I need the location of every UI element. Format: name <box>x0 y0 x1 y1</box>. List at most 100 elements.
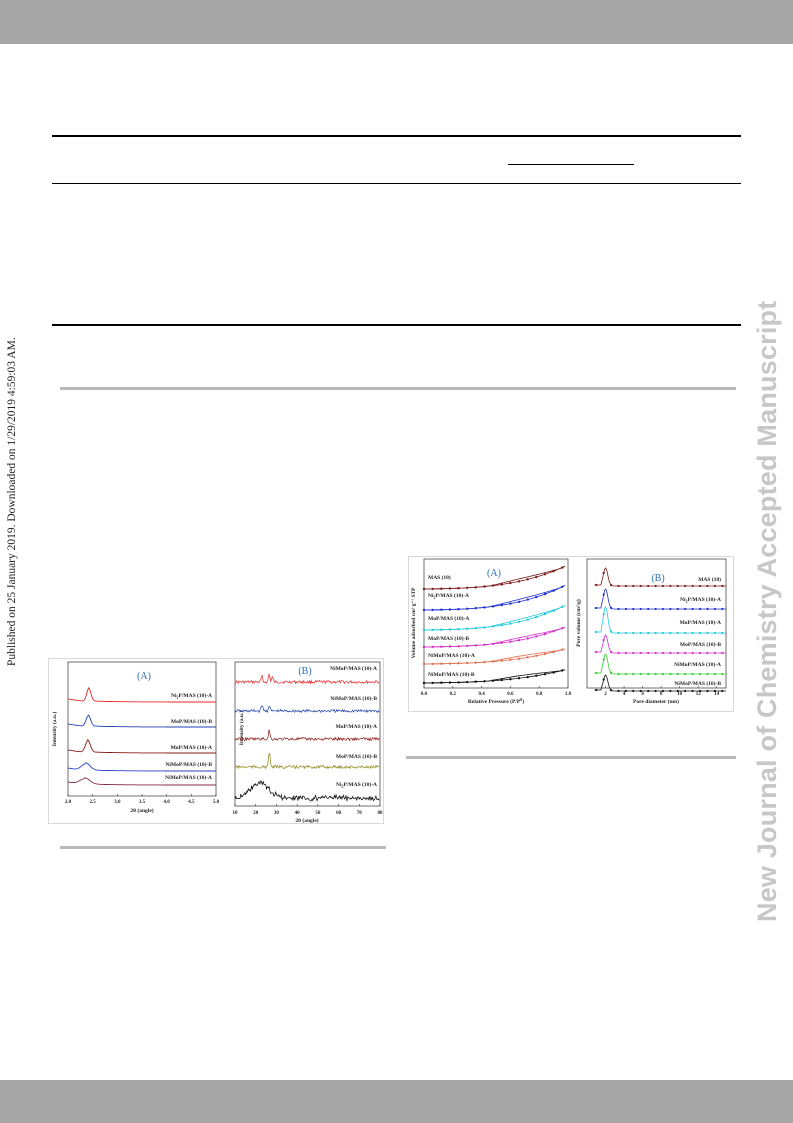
bet-a-xtick-label: 0.2 <box>450 692 457 697</box>
bet-b-point <box>639 689 642 693</box>
bet-a-point <box>422 628 426 632</box>
bet-a-point <box>509 678 512 681</box>
xrd-b-series-line <box>234 780 380 802</box>
bet-b-point <box>639 651 642 655</box>
bet-b-series-label: MoP/MAS (10)-A <box>680 619 721 626</box>
xrd-b-series-label-main: Ni <box>336 782 342 788</box>
bet-b-point <box>602 678 605 681</box>
bet-a-point <box>422 587 426 591</box>
xrd-b-series-label: NiMoP/MAS (10)-B <box>330 695 377 702</box>
bet-a-point <box>526 656 529 659</box>
bet-b-point <box>713 584 716 588</box>
xrd-b-xtick-label: 60 <box>336 811 342 816</box>
bet-a-point <box>535 654 538 657</box>
bet-b-point <box>632 689 635 693</box>
published-note: Published on 25 January 2019. Downloaded… <box>6 337 18 666</box>
bet-a-point <box>448 645 452 648</box>
bet-a-ylabel: Volume adsorbed cm³ g⁻¹ STP <box>411 587 417 659</box>
bet-a-point <box>440 662 443 665</box>
bet-a-point <box>431 681 434 685</box>
bet-a-point <box>561 585 564 588</box>
bet-b-point <box>669 651 672 655</box>
xrd-a-xtick-label: 2.5 <box>90 800 97 805</box>
bet-a-xtick-label: 0.6 <box>507 692 514 697</box>
bet-b-point <box>632 584 635 588</box>
bet-b-point <box>602 593 605 596</box>
bet-a-point <box>448 608 452 611</box>
bet-b-point <box>669 631 672 635</box>
bet-b-axes-frame <box>586 558 727 689</box>
xrd-b-series-label: Ni2P/MAS (10)-A <box>336 781 377 789</box>
xrd-a-series-label-rest: P/MAS (10)-A <box>179 692 212 699</box>
xrd-a-xtick-label: 4.5 <box>188 800 195 805</box>
bet-b-point <box>721 651 724 655</box>
bet-a-point <box>500 623 503 627</box>
bet-b-point <box>654 607 657 611</box>
bet-a-panel-label: (A) <box>487 568 501 579</box>
bet-a-point <box>440 681 443 684</box>
bet-b-ylabel: Pore volume (cm³/g) <box>575 599 582 647</box>
xrd-a-series-line <box>67 686 216 703</box>
bet-a-point <box>561 627 564 630</box>
bet-a-point <box>535 635 538 638</box>
xrd-b-xlabel: 2θ (angle) <box>295 817 318 824</box>
xrd-b-series-label: NiMoP/MAS (10)-A <box>330 665 377 672</box>
xrd-b-xtick-label: 10 <box>233 811 239 816</box>
bet-b-series-label-sub: 2 <box>686 599 688 604</box>
xrd-b-series-line <box>234 729 380 742</box>
xrd-b-series-label-rest: P/MAS (10)-A <box>344 781 377 788</box>
xrd-b-xtick-label: 80 <box>378 811 384 816</box>
bet-a-point <box>500 583 503 586</box>
bet-b-point <box>676 689 679 693</box>
xrd-b-xtick-label: 40 <box>295 811 301 816</box>
bet-a-point <box>440 608 443 611</box>
bet-a-series-label-main: NiMoP/MAS (10)-B <box>428 671 475 678</box>
bet-a-point <box>431 587 434 591</box>
bet-b-series-label: MoP/MAS (10)-B <box>680 641 721 648</box>
bet-a-axes-frame <box>423 558 569 689</box>
bet-b-point <box>669 607 672 611</box>
bet-b-point <box>669 584 672 588</box>
bet-a-point <box>483 585 486 588</box>
xrd-a-series-label: MoP/MAS (10)-B <box>171 718 212 725</box>
bet-a-point <box>422 645 426 649</box>
bet-a-series-label-main: MoP/MAS (10)-A <box>428 615 469 622</box>
bet-a-series-label-rest: P/MAS (10)-A <box>436 592 469 599</box>
bet-a-point <box>509 658 512 661</box>
bet-b-xlabel: Pore diameter (nm) <box>633 698 679 705</box>
bet-b-point <box>669 672 672 676</box>
xrd-a-ylabel: Intensity (a.u.) <box>51 712 58 747</box>
bet-b-point <box>647 651 650 655</box>
bet-a-point <box>561 648 564 651</box>
bet-a-point <box>491 679 495 682</box>
bet-a-point <box>500 603 503 607</box>
bet-b-point <box>602 658 605 661</box>
xrd-b-series-line <box>234 705 380 714</box>
table-subheader-rule <box>508 164 634 165</box>
bet-b-point <box>691 651 694 655</box>
xrd-a-xtick-label: 5.0 <box>213 800 220 805</box>
bet-b-point <box>632 672 635 676</box>
bet-a-point <box>543 592 547 596</box>
bet-a-point <box>457 662 460 665</box>
bet-b-point <box>721 672 724 676</box>
bet-b-point <box>713 607 716 611</box>
xrd-a-series-label-sub: 2 <box>177 695 179 700</box>
bet-b-series-label-rest: P/MAS (10)-A <box>688 596 721 603</box>
xrd-a-series-line <box>67 777 216 786</box>
bet-a-point <box>448 662 452 665</box>
bet-b-xtick-label: 8 <box>660 692 663 697</box>
bet-a-point <box>552 671 555 674</box>
bet-a-point <box>474 586 477 589</box>
bet-a-point <box>517 620 521 623</box>
bet-a-point <box>500 678 503 682</box>
bet-b-point <box>624 607 627 611</box>
bet-a-series-label-main: MAS (10) <box>428 574 451 581</box>
bet-b-point <box>602 571 605 575</box>
bet-a-point <box>474 627 477 630</box>
bet-a-series-label: MoP/MAS (10)-B <box>428 635 469 642</box>
bet-a-point <box>474 644 477 647</box>
bet-b-point <box>624 651 627 655</box>
xrd-b-series-label: MoP/MAS (10)-A <box>336 723 377 730</box>
bet-b-xtick-label: 14 <box>714 692 720 697</box>
